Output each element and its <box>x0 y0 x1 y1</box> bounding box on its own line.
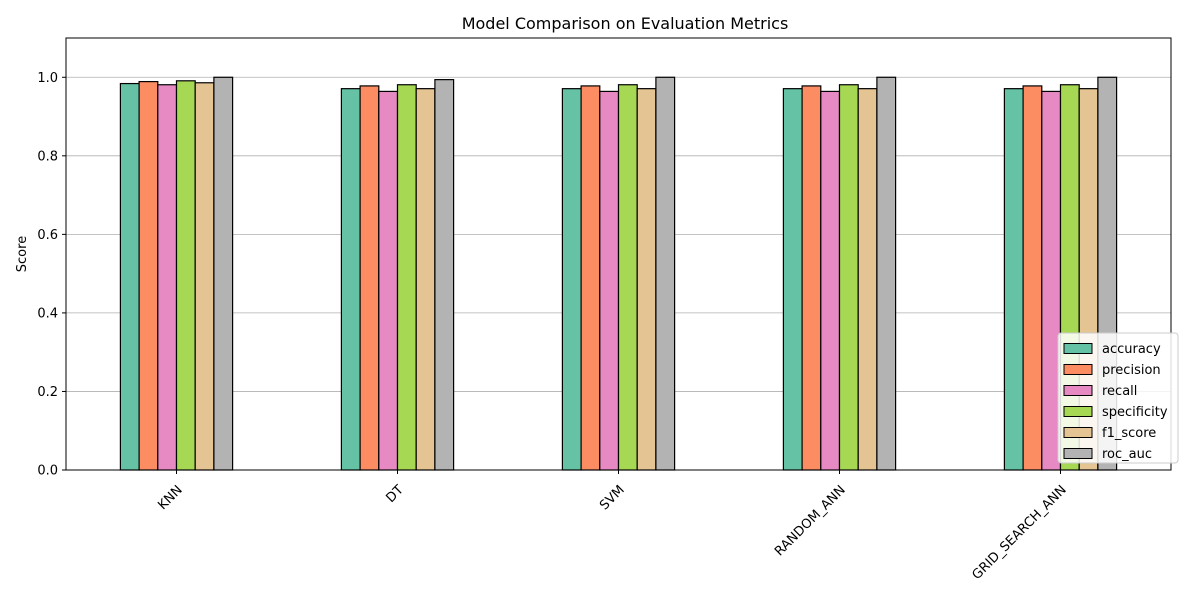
y-tick-label: 0.2 <box>37 385 58 400</box>
bar-accuracy-dt <box>340 88 361 471</box>
bar-recall-random_ann <box>820 90 841 471</box>
bar-recall-dt <box>378 90 399 471</box>
bar-accuracy-random_ann <box>782 88 803 471</box>
bar-roc_auc-dt <box>434 79 455 471</box>
bar-roc_auc-knn <box>213 76 234 471</box>
x-tick-label: RANDOM_ANN <box>772 483 849 560</box>
y-tick-label: 0.6 <box>37 228 58 243</box>
bar-accuracy-svm <box>561 88 582 471</box>
legend-label-specificity: specificity <box>1102 405 1168 420</box>
bar-specificity-svm <box>617 84 638 471</box>
bar-accuracy-grid_search_ann <box>1003 88 1024 471</box>
bar-f1_score-knn <box>194 82 215 471</box>
x-tick-label: KNN <box>155 483 185 513</box>
chart-title: Model Comparison on Evaluation Metrics <box>462 14 789 33</box>
bar-roc_auc-svm <box>655 76 676 471</box>
bar-recall-knn <box>157 84 178 471</box>
bars <box>119 76 1118 471</box>
y-tick-label: 0.0 <box>37 464 58 479</box>
y-tick-label: 1.0 <box>37 71 58 86</box>
x-axis: KNN DT SVM RANDOM_ANN GRID_SEARCH_ANN <box>155 470 1070 583</box>
bar-accuracy-knn <box>119 82 140 471</box>
legend-label-accuracy: accuracy <box>1102 342 1161 357</box>
bar-f1_score-dt <box>415 88 436 471</box>
y-axis: 0.0 0.2 0.4 0.6 0.8 1.0 <box>37 71 66 479</box>
bar-f1_score-random_ann <box>857 88 878 471</box>
bar-precision-knn <box>138 80 159 471</box>
legend-swatch-recall <box>1063 385 1093 396</box>
legend-swatch-accuracy <box>1063 343 1093 354</box>
legend-swatch-roc_auc <box>1063 448 1093 459</box>
legend-swatch-f1_score <box>1063 427 1093 438</box>
x-tick-label: SVM <box>597 483 628 514</box>
legend-label-f1_score: f1_score <box>1102 426 1156 441</box>
bar-precision-random_ann <box>801 85 822 471</box>
y-axis-label: Score <box>15 236 30 272</box>
legend-label-recall: recall <box>1102 384 1137 399</box>
x-tick-label: GRID_SEARCH_ANN <box>969 483 1069 583</box>
bar-roc_auc-random_ann <box>876 76 897 471</box>
y-tick-label: 0.4 <box>37 306 58 321</box>
bar-f1_score-svm <box>636 88 657 471</box>
bar-specificity-random_ann <box>838 84 859 471</box>
bar-specificity-dt <box>396 84 417 471</box>
legend: accuracy precision recall specificity f1_sco… <box>1057 332 1179 464</box>
legend-swatch-specificity <box>1063 406 1093 417</box>
bar-specificity-knn <box>175 80 196 471</box>
bar-precision-dt <box>359 85 380 471</box>
bar-precision-grid_search_ann <box>1022 85 1043 471</box>
legend-swatch-precision <box>1063 364 1093 375</box>
bar-recall-svm <box>599 90 620 471</box>
bar-precision-svm <box>580 85 601 471</box>
legend-label-precision: precision <box>1102 363 1161 378</box>
x-tick-label: DT <box>383 483 406 506</box>
y-tick-label: 0.8 <box>37 149 58 164</box>
legend-label-roc_auc: roc_auc <box>1102 447 1152 462</box>
